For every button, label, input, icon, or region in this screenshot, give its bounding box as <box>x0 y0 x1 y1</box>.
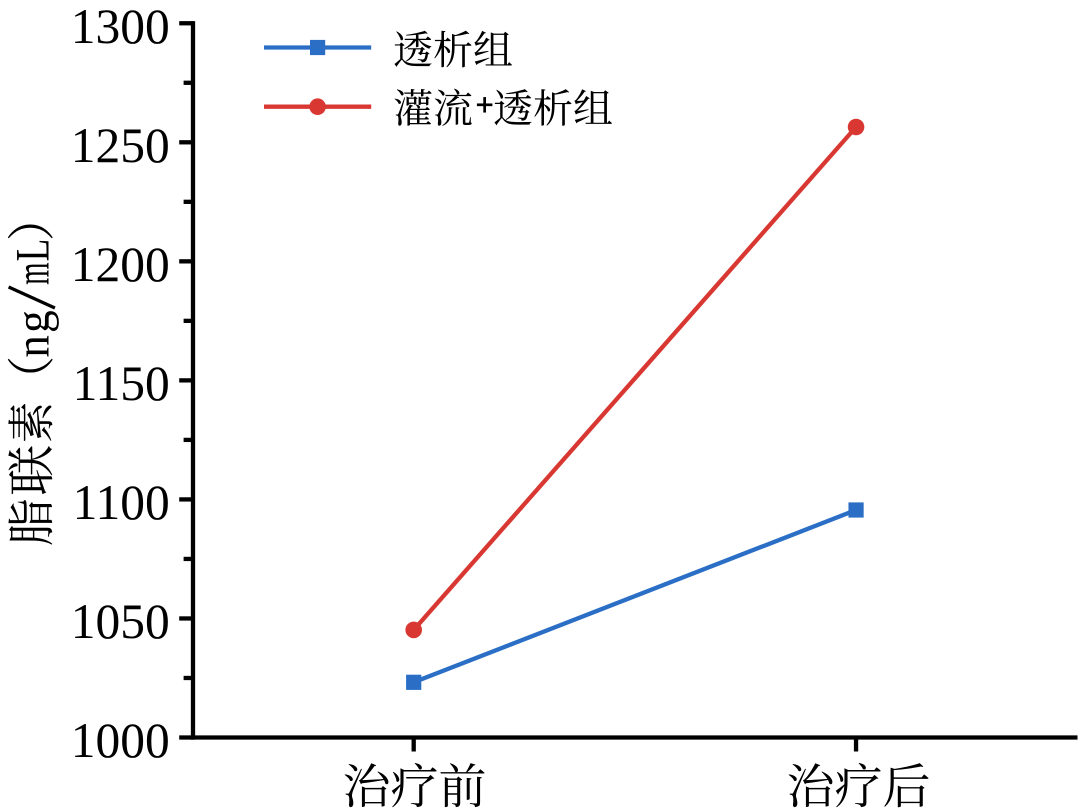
svg-text:1200: 1200 <box>71 237 170 292</box>
svg-text:1000: 1000 <box>71 713 170 768</box>
svg-text:1100: 1100 <box>73 475 170 530</box>
svg-text:1050: 1050 <box>71 594 170 649</box>
svg-text:1250: 1250 <box>71 118 170 173</box>
svg-text:1300: 1300 <box>71 0 170 54</box>
svg-text:1150: 1150 <box>73 356 170 411</box>
